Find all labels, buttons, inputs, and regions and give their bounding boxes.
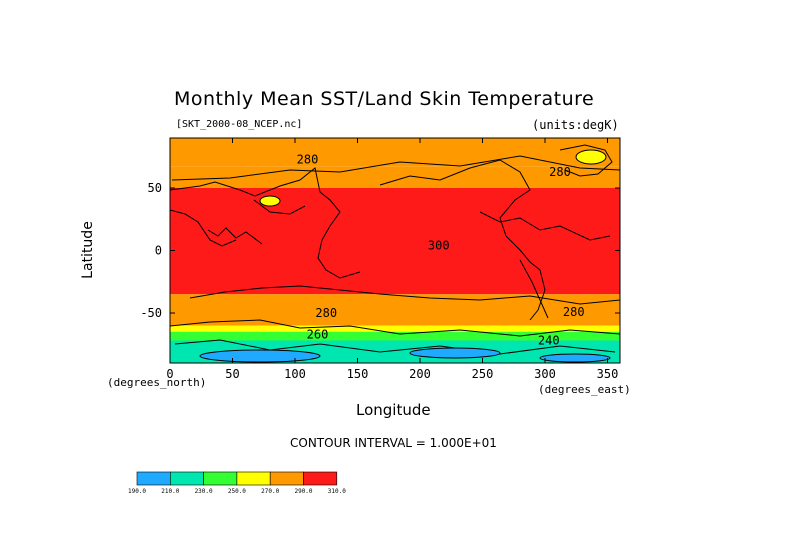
x-tick-label-300: 300 (534, 367, 556, 381)
x-tick-label-150: 150 (347, 367, 369, 381)
chart-title: Monthly Mean SST/Land Skin Temperature (174, 88, 595, 110)
contour-label-6: 240 (538, 334, 560, 348)
x-tick-label-100: 100 (284, 367, 306, 381)
map-outline-9 (519, 259, 549, 319)
contour-interval-note: CONTOUR INTERVAL = 1.000E+01 (290, 436, 497, 450)
map-outline-3 (170, 209, 237, 247)
map-outline-10 (207, 227, 263, 245)
y-axis-ticks: -50 0 50 (140, 181, 620, 320)
contour-label-5: 260 (307, 327, 329, 341)
contour-labels: 280 280 300 280 280 260 240 (297, 152, 585, 347)
map-outline-0 (170, 167, 361, 279)
contour-label-4: 280 (563, 305, 585, 319)
colorbar-level-0: 190.0 (128, 488, 146, 495)
map-outline-1 (379, 159, 546, 321)
map-outline-8 (171, 155, 620, 181)
map-detail-overlay (170, 144, 620, 363)
feature-patch-2 (199, 349, 321, 363)
y-tick-label-50: 50 (148, 181, 162, 195)
colorbar-level-5: 290.0 (294, 488, 312, 495)
feature-patch-3 (409, 347, 501, 359)
feature-patch-0 (259, 195, 281, 207)
contour-label-3: 280 (315, 306, 337, 320)
units-label: (units:degK) (532, 118, 619, 132)
colorbar-level-2: 230.0 (195, 488, 213, 495)
colorbar-swatch-4 (269, 471, 304, 486)
map-outline-6 (170, 319, 620, 337)
colorbar-swatch-0 (136, 471, 171, 486)
x-axis-unit: (degrees_east) (538, 383, 631, 396)
map-outline-7 (174, 339, 616, 355)
x-axis-ticks: 0 50 100 150 200 250 300 350 (166, 138, 618, 381)
x-tick-label-0: 0 (166, 367, 173, 381)
map-outline-4 (253, 199, 306, 215)
x-tick-label-350: 350 (597, 367, 619, 381)
colorbar-swatch-2 (203, 471, 238, 486)
map-outline-5 (189, 285, 620, 305)
x-tick-label-50: 50 (225, 367, 239, 381)
contour-label-1: 280 (549, 165, 571, 179)
y-tick-label-0: 0 (155, 244, 162, 258)
map-outline-11 (479, 211, 611, 241)
x-tick-label-250: 250 (472, 367, 494, 381)
colorbar-level-3: 250.0 (228, 488, 246, 495)
colorbar-swatch-1 (170, 471, 204, 486)
map-outline-2 (559, 144, 613, 177)
zone-band-2 (170, 188, 620, 295)
colorbar-swatch-5 (303, 471, 338, 486)
colorbar-level-6: 310.0 (328, 488, 346, 495)
colorbar-level-4: 270.0 (261, 488, 279, 495)
zone-band-5 (170, 331, 620, 341)
feature-patch-4 (539, 353, 611, 363)
feature-patch-1 (575, 149, 607, 165)
y-tick-label--50: -50 (140, 306, 162, 320)
contour-label-2: 300 (428, 239, 450, 253)
zone-band-4 (170, 325, 620, 332)
colorbar-level-1: 210.0 (161, 488, 179, 495)
colorbar: 190.0 210.0 230.0 250.0 270.0 290.0 310.0 (128, 471, 346, 495)
dataset-filename: [SKT_2000-08_NCEP.nc] (176, 119, 303, 130)
y-axis-unit: (degrees_north) (107, 376, 207, 389)
zone-band-1 (170, 166, 620, 188)
contour-label-0: 280 (297, 152, 319, 166)
colorbar-swatch-3 (236, 471, 271, 486)
x-axis-label: Longitude (356, 401, 431, 419)
x-tick-label-200: 200 (409, 367, 431, 381)
